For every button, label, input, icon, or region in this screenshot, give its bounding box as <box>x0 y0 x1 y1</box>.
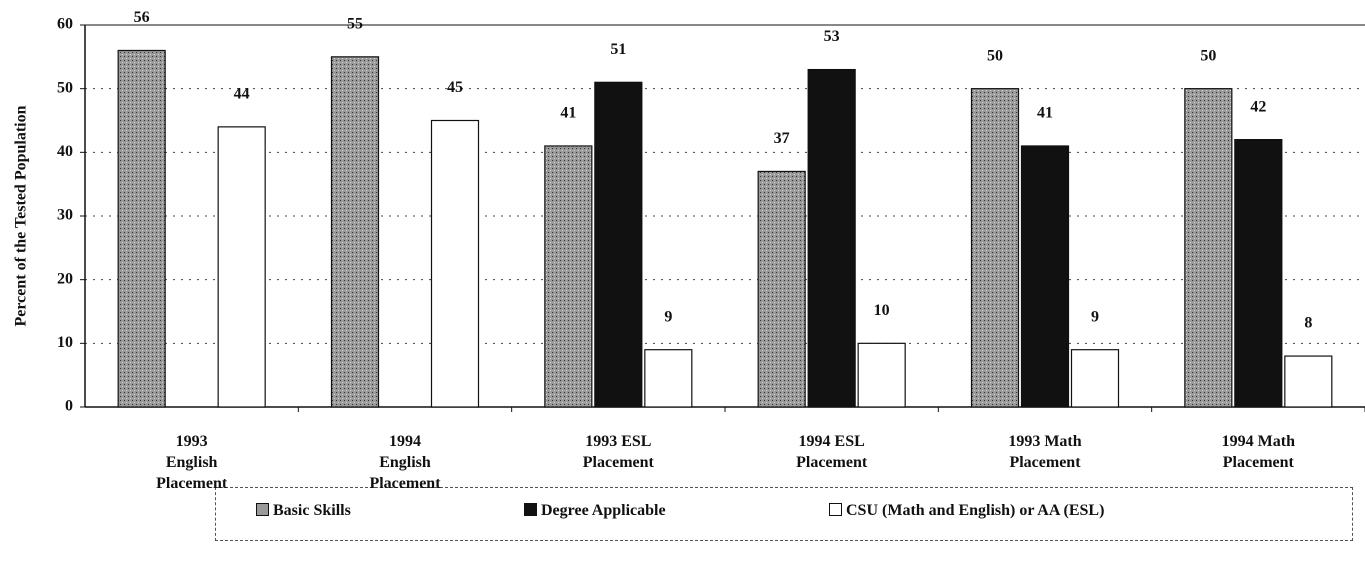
x-tick-label: 1994 Math Placement <box>1221 433 1295 471</box>
data-label: 44 <box>234 86 250 103</box>
x-tick-label: 1994 English Placement <box>369 433 441 492</box>
legend: Basic Skills Degree Applicable CSU (Math a… <box>215 487 1353 541</box>
y-tick-label: 10 <box>57 334 73 351</box>
bar <box>807 68 856 408</box>
data-label: 8 <box>1304 315 1312 332</box>
y-tick-label: 40 <box>57 143 73 160</box>
legend-swatch <box>829 503 842 516</box>
bar <box>330 56 380 408</box>
legend-item: CSU (Math and English) or AA (ESL) <box>829 502 1104 520</box>
legend-item: Degree Applicable <box>524 502 666 520</box>
bar <box>970 88 1020 408</box>
y-axis-label: Percent of the Tested Population <box>13 105 30 326</box>
y-tick-label: 60 <box>57 16 73 33</box>
bar <box>117 49 166 408</box>
data-label: 37 <box>774 130 790 147</box>
bar <box>217 126 266 408</box>
bar <box>757 170 806 408</box>
data-label: 55 <box>347 16 363 33</box>
data-label: 9 <box>1091 308 1099 325</box>
bar <box>430 119 480 408</box>
legend-label: CSU (Math and English) or AA (ESL) <box>846 502 1105 519</box>
y-tick-label: 50 <box>57 79 73 96</box>
x-tick-label: 1993 English Placement <box>156 433 228 492</box>
data-label: 50 <box>987 47 1003 64</box>
bar <box>594 81 643 408</box>
y-tick-label: 0 <box>65 398 73 415</box>
data-label: 42 <box>1250 98 1266 115</box>
bar <box>1184 88 1233 408</box>
legend-swatch <box>256 503 269 516</box>
data-label: 10 <box>874 302 890 319</box>
data-label: 9 <box>664 308 672 325</box>
y-tick-label: 30 <box>57 207 73 224</box>
data-label: 51 <box>610 41 626 58</box>
bar <box>1234 139 1283 408</box>
legend-swatch <box>524 503 537 516</box>
data-label: 41 <box>560 105 576 122</box>
x-tick-label: 1993 Math Placement <box>1008 433 1082 471</box>
bar <box>1284 355 1333 408</box>
data-label: 56 <box>134 9 150 26</box>
x-tick-label: 1993 ESL Placement <box>582 433 654 471</box>
data-label: 41 <box>1037 105 1053 122</box>
bar <box>644 349 693 408</box>
data-label: 50 <box>1200 47 1216 64</box>
legend-label: Degree Applicable <box>541 502 666 519</box>
bar <box>857 342 906 408</box>
x-tick-label: 1994 ESL Placement <box>796 433 868 471</box>
bar <box>1070 349 1120 408</box>
data-label: 45 <box>447 79 463 96</box>
bar <box>544 145 593 408</box>
y-tick-label: 20 <box>57 270 73 287</box>
legend-item: Basic Skills <box>256 502 351 520</box>
bar <box>1020 145 1070 408</box>
data-label: 53 <box>824 28 840 45</box>
legend-label: Basic Skills <box>273 502 351 519</box>
